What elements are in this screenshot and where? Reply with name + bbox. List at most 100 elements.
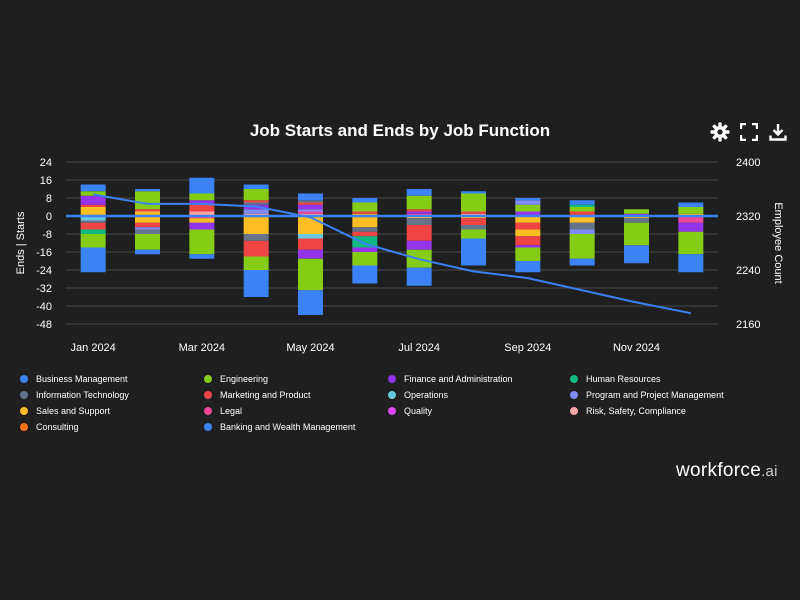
bar-end-sales-and-support [135,216,160,223]
bar-end-business-management [352,265,378,284]
bar-start-marketing-and-product [243,200,269,203]
bar-group-sep-2024 [515,198,541,273]
bar-end-marketing-and-product [461,218,486,225]
legend-label: Risk, Safety, Compliance [586,406,686,416]
legend-item-program-and-project-management[interactable]: Program and Project Management [570,390,724,400]
legend-item-human-resources[interactable]: Human Resources [570,374,661,384]
bar-end-engineering [135,234,160,250]
bar-end-engineering [515,247,541,261]
bar-start-marketing-and-product [189,204,215,212]
x-tick-label: Jul 2024 [398,342,440,354]
legend-item-business-management[interactable]: Business Management [20,374,128,384]
expand-button[interactable] [738,122,760,142]
legend-label: Finance and Administration [404,374,513,384]
bar-start-information-technology [243,202,269,205]
y-tick-label: 8 [46,193,52,205]
bar-start-finance-and-administration [189,200,215,205]
legend-swatch [388,375,396,383]
bar-end-finance-and-administration [352,247,378,252]
y2-axis-label: Employee Count [772,202,784,283]
bar-end-business-management [569,258,595,266]
brand-logo: workforce.ai [676,460,778,482]
legend-item-marketing-and-product[interactable]: Marketing and Product [204,390,311,400]
y-tick-label: -8 [42,229,52,241]
bar-group-jul-2024 [406,189,432,286]
y2-tick-label: 2160 [736,319,760,331]
bar-start-engineering [624,209,649,214]
bar-start-engineering [80,191,106,196]
employee-count-line [92,193,692,315]
bar-start-sales-and-support [135,211,160,216]
bar-start-sales-and-support [80,207,106,216]
bar-end-information-technology [569,222,595,230]
bar-end-legal [678,216,704,223]
y-tick-label: -32 [36,283,52,295]
legend-item-consulting[interactable]: Consulting [20,422,79,432]
legend-swatch [204,391,212,399]
bar-start-marketing-and-product [298,202,323,205]
legend-item-legal[interactable]: Legal [204,406,242,416]
bar-start-business-management [461,191,486,194]
bar-end-information-technology [135,229,160,234]
legend-swatch [388,391,396,399]
y-tick-label: -48 [36,319,52,331]
bar-end-finance-and-administration [515,245,541,248]
bar-start-finance-and-administration [515,211,541,216]
legend-label: Operations [404,390,449,400]
x-tick-label: May 2024 [286,342,334,354]
download-icon [769,124,787,141]
bar-start-marketing-and-product [135,209,160,212]
bar-end-engineering [80,234,106,248]
legend-swatch [204,407,212,415]
bar-end-sales-and-support [352,216,378,228]
bar-group-feb-2024 [135,189,160,255]
brand-name: workforce [676,460,762,481]
y-tick-label: -40 [36,301,52,313]
bar-start-finance-and-administration [80,195,106,205]
bar-end-engineering [352,252,378,266]
legend-label: Program and Project Management [586,390,724,400]
bar-start-business-management [406,189,432,196]
bar-start-engineering [569,207,595,212]
legend-swatch [20,407,28,415]
legend-label: Human Resources [586,374,661,384]
bar-group-jun-2024 [352,198,378,284]
bar-group-may-2024 [298,193,323,315]
bar-start-business-management [243,184,269,189]
expand-icon [740,123,758,141]
bar-start-engineering [406,195,432,210]
bar-start-business-management [678,202,704,207]
bar-end-engineering [298,258,323,291]
legend-item-quality[interactable]: Quality [388,406,432,416]
bar-end-finance-and-administration [678,222,704,232]
legend-item-banking-and-wealth-management[interactable]: Banking and Wealth Management [204,422,355,432]
bar-start-engineering [461,193,486,212]
legend-item-finance-and-administration[interactable]: Finance and Administration [388,374,513,384]
bar-end-information-technology [243,234,269,241]
legend-item-engineering[interactable]: Engineering [204,374,268,384]
legend-item-sales-and-support[interactable]: Sales and Support [20,406,110,416]
legend-item-operations[interactable]: Operations [388,390,448,400]
legend-swatch [204,423,212,431]
chart-canvas: 24 16 8 0 -8 -16 -24 -32 -40 -48 2400 2320 2240 2160 E… [15,157,784,354]
legend-item-risk-safety-compliance[interactable]: Risk, Safety, Compliance [570,406,686,416]
legend-swatch [388,407,396,415]
bar-end-marketing-and-product [80,222,106,230]
bar-end-human-resources [352,236,378,248]
y-tick-label: 16 [40,175,52,187]
y-tick-label: -24 [36,265,52,277]
legend-label: Business Management [36,374,128,384]
legend-swatch [20,391,28,399]
download-button[interactable] [767,122,789,142]
bar-end-information-technology [352,227,378,232]
bar-end-marketing-and-product [352,231,378,237]
bar-start-program-and-project-management [515,200,541,205]
bar-end-program-and-project-management [135,227,160,230]
bar-start-risk-safety-compliance [189,211,215,216]
bar-end-business-management [515,261,541,273]
legend-item-information-technology[interactable]: Information Technology [20,390,129,400]
legend-swatch [20,423,28,431]
bar-end-business-management [135,249,160,255]
settings-button[interactable] [709,122,731,142]
x-tick-label: Mar 2024 [179,342,225,354]
